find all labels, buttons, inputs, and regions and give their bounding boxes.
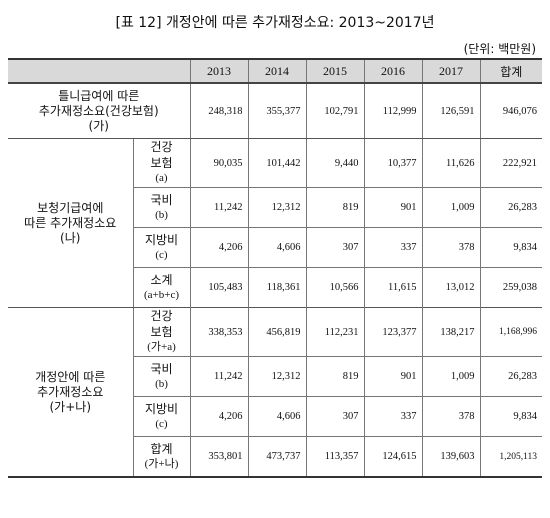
col-header: 합계 <box>479 58 542 84</box>
table-cell: 307 <box>305 396 364 437</box>
table-cell: 307 <box>305 227 364 268</box>
table-cell: 112,999 <box>363 83 422 139</box>
col-header: 2016 <box>363 58 422 84</box>
group-label: 보청기급여에 따른 추가재정소요 (나) <box>8 138 133 308</box>
table-cell: 4,606 <box>247 227 306 268</box>
table-cell: 353,801 <box>189 436 248 478</box>
table-cell: 11,615 <box>363 267 422 308</box>
col-header: 2017 <box>421 58 480 84</box>
col-header: 2015 <box>305 58 364 84</box>
sub-label: 지방비 (c) <box>132 227 190 268</box>
table-cell: 90,035 <box>189 138 248 188</box>
table-cell: 139,603 <box>421 436 480 478</box>
group-label: 개정안에 따른 추가재정소요 (가+나) <box>8 307 133 478</box>
table-row: 합계 (가+나) 353,801 473,737 113,357 124,615 … <box>8 436 542 478</box>
table-cell: 112,231 <box>305 307 364 357</box>
table-cell: 819 <box>305 187 364 228</box>
table-cell: 1,009 <box>421 187 480 228</box>
table-cell: 105,483 <box>189 267 248 308</box>
table-row: 개정안에 따른 추가재정소요 (가+나) 건강 보험 (가+a) 338,353 4… <box>8 307 542 478</box>
table-cell: 378 <box>421 396 480 437</box>
corner-cell <box>8 58 190 84</box>
table-cell: 259,038 <box>479 267 542 308</box>
table-cell: 12,312 <box>247 356 306 397</box>
table-cell: 123,377 <box>363 307 422 357</box>
unit-label: (단위: 백만원) <box>463 42 536 56</box>
table-cell: 126,591 <box>421 83 480 139</box>
table-cell: 118,361 <box>247 267 306 308</box>
table-row: 국비 (b) 11,242 12,312 819 901 1,009 26,283 <box>8 187 542 228</box>
table-cell: 113,357 <box>305 436 364 478</box>
sub-label: 건강 보험 (a) <box>132 138 190 188</box>
table-cell: 4,206 <box>189 396 248 437</box>
table-cell: 124,615 <box>363 436 422 478</box>
table-cell: 11,242 <box>189 356 248 397</box>
table-row: 소계 (a+b+c) 105,483 118,361 10,566 11,615 … <box>8 267 542 308</box>
table-cell: 10,377 <box>363 138 422 188</box>
table-cell: 337 <box>363 227 422 268</box>
sub-label: 지방비 (c) <box>132 396 190 437</box>
table-cell: 26,283 <box>479 187 542 228</box>
table-cell: 4,606 <box>247 396 306 437</box>
table-cell: 9,834 <box>479 227 542 268</box>
sub-label: 건강 보험 (가+a) <box>132 307 190 357</box>
table-cell: 1,205,113 <box>479 436 542 478</box>
table-cell: 101,442 <box>247 138 306 188</box>
table-cell: 138,217 <box>421 307 480 357</box>
table-cell: 901 <box>363 187 422 228</box>
table-row: 지방비 (c) 4,206 4,606 307 337 378 9,834 <box>8 396 542 437</box>
table-cell: 10,566 <box>305 267 364 308</box>
table-cell: 248,318 <box>189 83 248 139</box>
table-title: [표 12] 개정안에 따른 추가재정소요: 2013~2017년 <box>115 15 435 31</box>
table-cell: 338,353 <box>189 307 248 357</box>
table-cell: 11,242 <box>189 187 248 228</box>
table-cell: 4,206 <box>189 227 248 268</box>
table-cell: 9,834 <box>479 396 542 437</box>
table-cell: 355,377 <box>247 83 306 139</box>
table-row: 틀니급여에 따른 추가재정소요(건강보험) (가) 248,318 355,37… <box>8 83 542 139</box>
col-header: 2013 <box>189 58 248 84</box>
row-label: 틀니급여에 따른 추가재정소요(건강보험) (가) <box>8 83 190 139</box>
table-row: 보청기급여에 따른 추가재정소요 (나) 건강 보험 (a) 90,035 101,… <box>8 138 542 308</box>
table-cell: 12,312 <box>247 187 306 228</box>
table-cell: 1,009 <box>421 356 480 397</box>
table-cell: 1,168,996 <box>479 307 542 357</box>
sub-label: 소계 (a+b+c) <box>132 267 190 308</box>
table-cell: 901 <box>363 356 422 397</box>
budget-table: 2013 2014 2015 2016 2017 합계 틀니급여에 따른 추가재… <box>8 58 542 478</box>
table-cell: 11,626 <box>421 138 480 188</box>
table-cell: 337 <box>363 396 422 437</box>
table-cell: 946,076 <box>479 83 542 139</box>
table-cell: 456,819 <box>247 307 306 357</box>
sub-label: 국비 (b) <box>132 356 190 397</box>
table-cell: 9,440 <box>305 138 364 188</box>
table-cell: 26,283 <box>479 356 542 397</box>
table-cell: 222,921 <box>479 138 542 188</box>
col-header: 2014 <box>247 58 306 84</box>
table-row: 지방비 (c) 4,206 4,606 307 337 378 9,834 <box>8 227 542 268</box>
sub-label: 합계 (가+나) <box>132 436 190 478</box>
table-cell: 378 <box>421 227 480 268</box>
table-cell: 819 <box>305 356 364 397</box>
table-cell: 13,012 <box>421 267 480 308</box>
table-cell: 473,737 <box>247 436 306 478</box>
sub-label: 국비 (b) <box>132 187 190 228</box>
table-row: 국비 (b) 11,242 12,312 819 901 1,009 26,283 <box>8 356 542 397</box>
table-cell: 102,791 <box>305 83 364 139</box>
